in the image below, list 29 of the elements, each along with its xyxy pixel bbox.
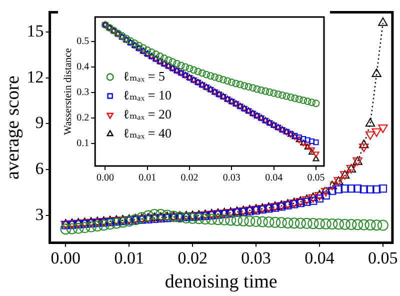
x-axis-title: denoising time	[164, 272, 278, 293]
x-tick-label: 0.04	[265, 172, 283, 184]
y-axis-title: average score	[2, 76, 24, 180]
y-tick-label: 0.2	[76, 112, 90, 124]
x-tick-label: 0.04	[304, 248, 335, 268]
x-tick-label: 0.05	[368, 248, 398, 268]
y-tick-label: 6	[35, 158, 44, 178]
x-tick-label: 0.01	[138, 172, 156, 184]
y-tick-label: 12	[26, 67, 44, 86]
y-tick-label: 3	[35, 204, 44, 224]
x-tick-label: 0.03	[222, 172, 240, 184]
x-tick-label: 0.05	[307, 172, 325, 184]
legend-label: ℓₘₐₓ = 40	[123, 125, 172, 140]
y-tick-label: 9	[35, 113, 44, 132]
y-axis-title: Wasserstein distance	[63, 48, 74, 135]
x-tick-label: 0.03	[241, 248, 271, 268]
y-tick-label: 0.1	[76, 138, 90, 149]
x-tick-label: 0.02	[178, 248, 208, 268]
legend-label: ℓₘₐₓ = 5	[123, 68, 165, 84]
x-tick-label: 0.00	[50, 248, 81, 268]
y-tick-label: 0.3	[76, 87, 90, 98]
legend-label: ℓₘₐₓ = 20	[123, 106, 172, 122]
x-tick-label: 0.02	[180, 172, 198, 184]
x-tick-label: 0.01	[114, 248, 144, 268]
y-tick-label: 15	[26, 22, 44, 41]
y-tick-label: 0.4	[76, 62, 90, 73]
legend-label: ℓₘₐₓ = 10	[123, 87, 172, 102]
y-tick-label: 0.5	[76, 36, 90, 48]
x-tick-label: 0.00	[96, 172, 114, 184]
